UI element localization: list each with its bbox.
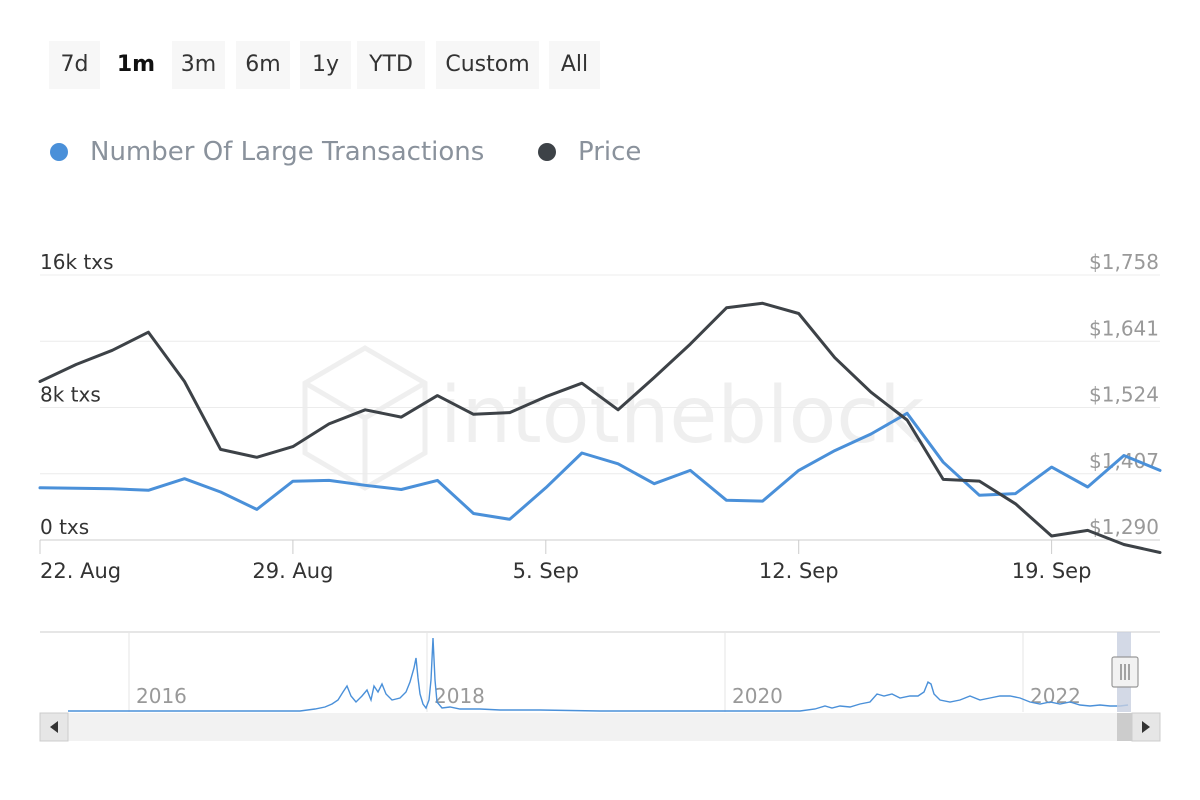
legend-dot-icon <box>538 143 556 161</box>
navigator-year-label: 2018 <box>434 684 485 708</box>
y-right-tick-label: $1,758 <box>1089 250 1159 274</box>
y-right-tick-label: $1,524 <box>1089 383 1159 407</box>
series-line-price[interactable] <box>38 301 1162 554</box>
watermark: intotheblock <box>302 345 924 491</box>
watermark-text: intotheblock <box>440 371 924 461</box>
watermark-cube-icon <box>302 345 428 491</box>
navigator-scrollbar-track[interactable] <box>40 713 1160 741</box>
range-custom-button[interactable]: Custom <box>436 41 539 89</box>
x-tick-label: 29. Aug <box>252 559 333 583</box>
scroll-right-button[interactable] <box>1131 712 1161 742</box>
legend-dot-icon <box>50 143 68 161</box>
scroll-left-button[interactable] <box>39 712 69 742</box>
range-3m-button[interactable]: 3m <box>172 41 225 89</box>
range-ytd-button[interactable]: YTD <box>357 41 425 89</box>
navigator-history-line <box>68 637 1129 712</box>
triangle-left-icon <box>50 721 58 733</box>
navigator[interactable]: 2016 2018 2020 2022 <box>0 620 1200 780</box>
range-all-button[interactable]: All <box>549 41 600 89</box>
y-left-tick-label: 16k txs <box>40 250 114 274</box>
grip-lines-icon <box>1120 664 1130 680</box>
series-line-large-transactions[interactable] <box>38 411 1162 521</box>
legend-label-price: Price <box>578 137 642 167</box>
x-tick-label: 19. Sep <box>1012 559 1092 583</box>
legend-item-large-transactions[interactable]: Number Of Large Transactions <box>50 132 484 172</box>
navigator-scrollbar-thumb[interactable] <box>1117 713 1132 741</box>
triangle-right-icon <box>1142 721 1150 733</box>
navigator-handle[interactable] <box>1111 656 1139 688</box>
range-6m-button[interactable]: 6m <box>236 41 290 89</box>
y-right-tick-label: $1,407 <box>1089 449 1159 473</box>
range-7d-button[interactable]: 7d <box>49 41 100 89</box>
navigator-year-label: 2022 <box>1030 684 1081 708</box>
y-left-tick-label: 8k txs <box>40 383 101 407</box>
navigator-year-label: 2020 <box>732 684 783 708</box>
x-tick-label: 22. Aug <box>40 559 121 583</box>
y-right-tick-label: $1,641 <box>1089 316 1159 340</box>
navigator-year-label: 2016 <box>136 684 187 708</box>
legend-item-price[interactable]: Price <box>538 132 641 172</box>
legend-label-large-transactions: Number Of Large Transactions <box>90 137 485 167</box>
x-tick-label: 12. Sep <box>759 559 839 583</box>
range-1m-button[interactable]: 1m <box>110 41 162 89</box>
y-left-tick-label: 0 txs <box>40 515 89 539</box>
x-tick-label: 5. Sep <box>513 559 579 583</box>
range-1y-button[interactable]: 1y <box>300 41 351 89</box>
